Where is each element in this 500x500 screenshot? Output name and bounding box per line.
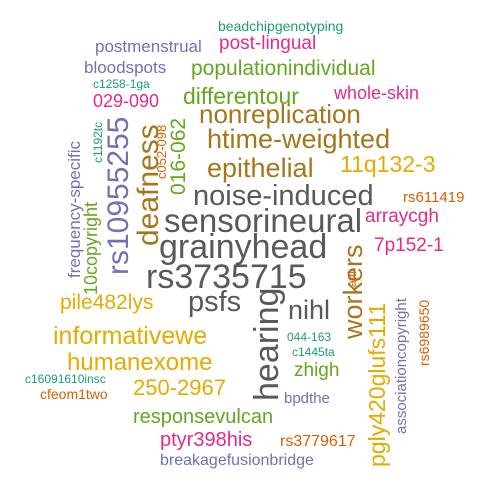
word-psfs: psfs [188, 286, 242, 318]
word-pgly420glufs111: pgly420glufs111 [364, 302, 390, 467]
word-informativewe: informativewe [53, 322, 208, 350]
word-post-lingual: post-lingual [219, 33, 317, 54]
word-bloodspots: bloodspots [84, 58, 167, 77]
word-populationindividual: populationindividual [191, 57, 376, 80]
word-nonreplication: nonreplication [199, 99, 361, 129]
word-grainyhead: grainyhead [159, 228, 328, 266]
word-044-163: 044-163 [287, 330, 332, 344]
word-pile482lys: pile482lys [60, 291, 154, 314]
word-hearing: hearing [248, 287, 286, 401]
word-nihl: nihl [288, 295, 331, 325]
word-c1258-1ga: c1258-1ga [93, 77, 150, 91]
word-htime-weighted: htime-weighted [207, 124, 391, 154]
word-10copyright: 10copyright [81, 201, 101, 295]
word-7p152-1: 7p152-1 [374, 235, 444, 256]
word-029-090: 029-090 [93, 91, 160, 111]
word-noise-induced: noise-induced [193, 180, 374, 212]
word-c052-098: c052-098 [154, 124, 169, 179]
word-attl: attl [345, 270, 359, 287]
word-c16091610insc: c16091610insc [25, 372, 106, 386]
word-epithelial: epithelial [207, 153, 314, 183]
word-rs6989650: rs6989650 [416, 299, 432, 366]
word-humanexome: humanexome [67, 349, 213, 376]
word-workers: workers [338, 244, 368, 339]
word-associationcopyright: associationcopyright [393, 298, 410, 434]
word-bpdthe: bpdthe [284, 390, 330, 407]
word-rs3779617: rs3779617 [280, 433, 356, 450]
word-250-2967: 250-2967 [133, 375, 226, 400]
word-differentour: differentour [183, 83, 299, 109]
word-zhigh: zhigh [294, 360, 340, 381]
word-whole-skin: whole-skin [334, 83, 420, 103]
word-016-062: 016-062 [167, 117, 190, 195]
word-breakagefusionbridge: breakagefusionbridge [160, 452, 314, 469]
word-beadchipgenotyping: beadchipgenotyping [218, 18, 344, 34]
word-c1445ta: c1445ta [292, 345, 335, 359]
word-rs3735715: rs3735715 [146, 258, 307, 296]
word-rs10955255: rs10955255 [102, 116, 135, 275]
word-arraycgh: arraycgh [365, 206, 439, 227]
word-cfeom1two: cfeom1two [40, 386, 108, 402]
word-ptyr398his: ptyr398his [160, 429, 253, 451]
word-responsevulcan: responsevulcan [133, 406, 274, 428]
word-11q132-3: 11q132-3 [340, 151, 436, 177]
word-sensorineural: sensorineural [164, 202, 363, 239]
word-postmenstrual: postmenstrual [95, 37, 202, 56]
word-rs611419: rs611419 [403, 189, 465, 206]
